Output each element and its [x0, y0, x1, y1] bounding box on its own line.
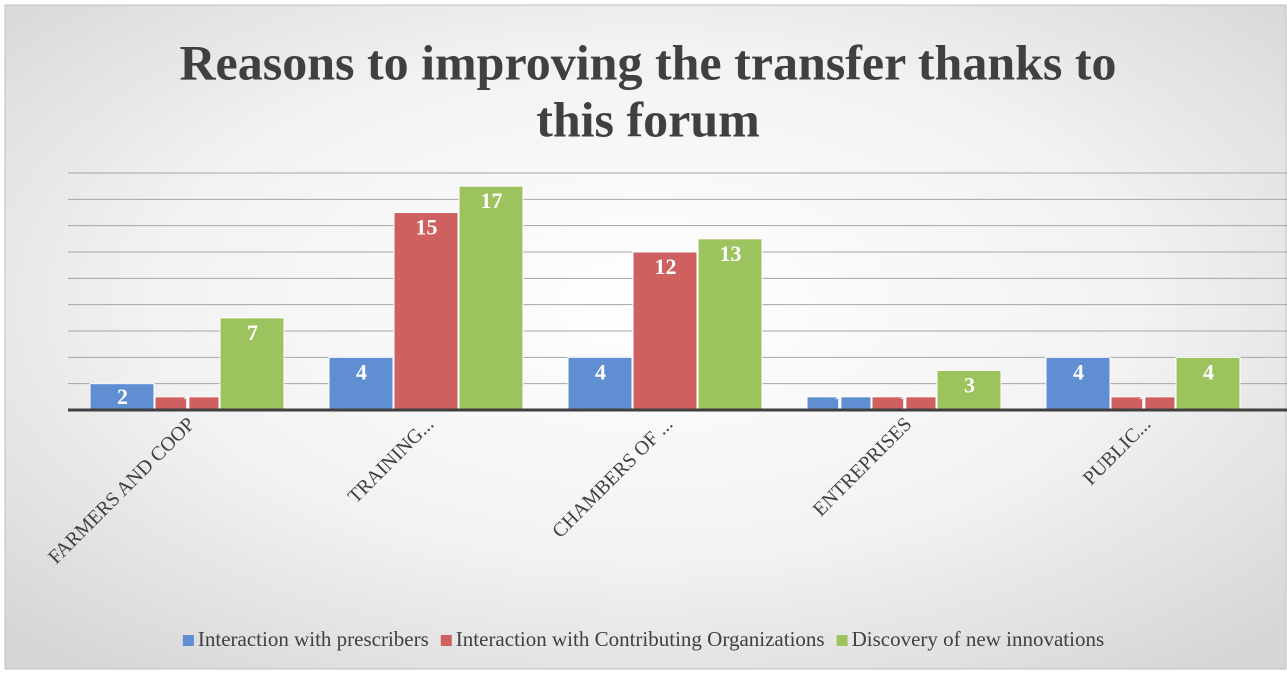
- legend-label: Interaction with Contributing Organizati…: [456, 627, 825, 651]
- data-label: 4: [1203, 359, 1214, 384]
- data-label: 4: [1073, 359, 1084, 384]
- bar: [89, 383, 155, 411]
- data-label: 7: [247, 320, 258, 345]
- bar: [458, 185, 524, 411]
- bar: [697, 238, 763, 411]
- bar: [567, 356, 633, 411]
- data-label: 4: [356, 359, 367, 384]
- data-label: 4: [595, 359, 606, 384]
- legend-swatch: [440, 635, 452, 646]
- chart-title: this forum: [536, 91, 760, 147]
- data-label: 1: [182, 390, 193, 415]
- bar: [936, 370, 1002, 411]
- bar: [632, 251, 698, 411]
- data-label: 17: [481, 188, 503, 213]
- data-label: 1: [899, 390, 910, 415]
- data-label: 3: [964, 373, 975, 398]
- bar: [219, 317, 285, 411]
- legend-swatch: [182, 635, 194, 646]
- legend-label: Discovery of new innovations: [852, 627, 1105, 651]
- data-label: 13: [720, 241, 742, 266]
- data-label: 12: [655, 254, 677, 279]
- legend: Interaction with prescribers Interaction …: [182, 627, 1105, 651]
- data-label: 1: [1138, 390, 1149, 415]
- data-label: 1: [834, 390, 845, 415]
- data-label: 15: [416, 215, 438, 240]
- bar: [393, 212, 459, 411]
- bar: [1045, 356, 1111, 411]
- chart-title: Reasons to improving the transfer thanks…: [179, 34, 1116, 90]
- legend-swatch: [836, 635, 848, 646]
- legend-label: Interaction with prescribers: [198, 627, 429, 651]
- bar: [1175, 356, 1241, 411]
- data-label: 2: [117, 384, 128, 409]
